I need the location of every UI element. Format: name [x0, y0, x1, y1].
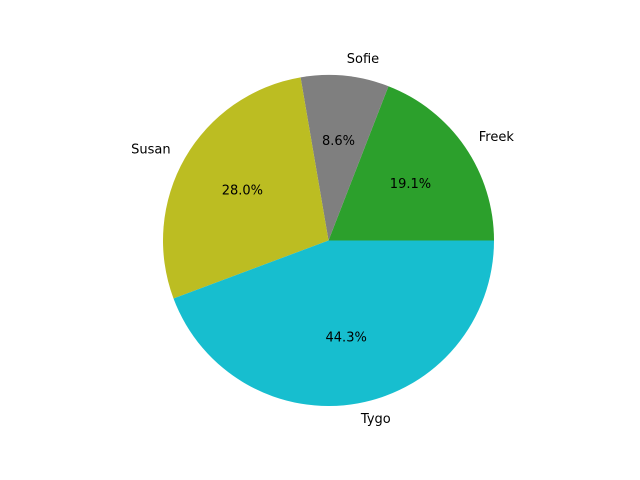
- pie-labels: Freek 19.1% Sofie 8.6% Susan 28.0% Tygo 44.3%: [131, 52, 514, 427]
- pie-slice-tygo: [173, 240, 495, 406]
- pie-slices: [162, 75, 495, 406]
- slice-percent-freek: 19.1%: [390, 177, 431, 192]
- pie-slice-freek: [328, 86, 494, 241]
- slice-label-susan: Susan: [131, 142, 170, 157]
- pie-slice-susan: [162, 77, 329, 299]
- slice-percent-tygo: 44.3%: [326, 331, 367, 346]
- slice-percent-susan: 28.0%: [222, 184, 263, 199]
- slice-label-tygo: Tygo: [360, 412, 391, 427]
- pie-slice-sofie: [300, 75, 389, 241]
- slice-label-sofie: Sofie: [347, 52, 379, 67]
- slice-percent-sofie: 8.6%: [322, 134, 355, 149]
- slice-label-freek: Freek: [479, 130, 515, 145]
